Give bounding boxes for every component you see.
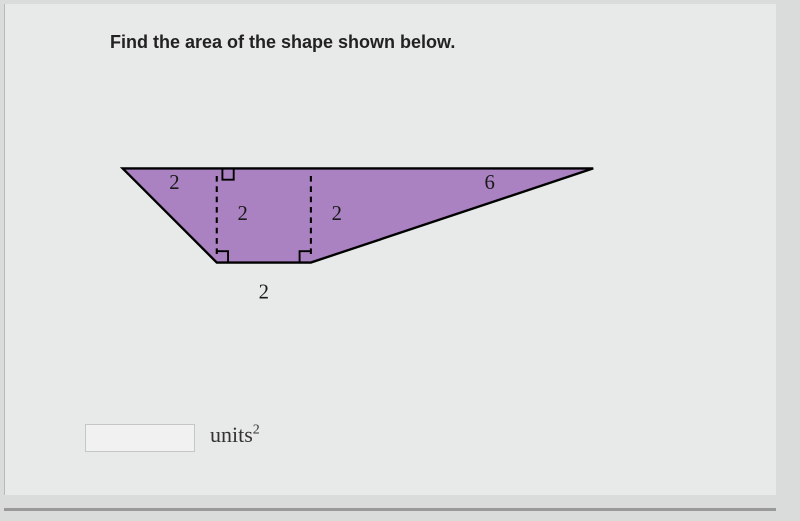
label-bottom: 2 <box>259 281 269 303</box>
geometry-diagram: 2 2 2 6 2 <box>105 159 705 319</box>
answer-input[interactable] <box>85 424 195 452</box>
units-label: units2 <box>210 422 260 448</box>
label-height-right: 2 <box>332 203 342 225</box>
label-height-left: 2 <box>237 203 247 225</box>
label-top-right: 6 <box>485 172 495 194</box>
question-panel: Find the area of the shape shown below. … <box>4 4 776 495</box>
compound-shape <box>123 168 594 262</box>
divider <box>4 508 776 511</box>
question-prompt: Find the area of the shape shown below. <box>110 32 455 53</box>
label-top-left: 2 <box>169 172 179 194</box>
